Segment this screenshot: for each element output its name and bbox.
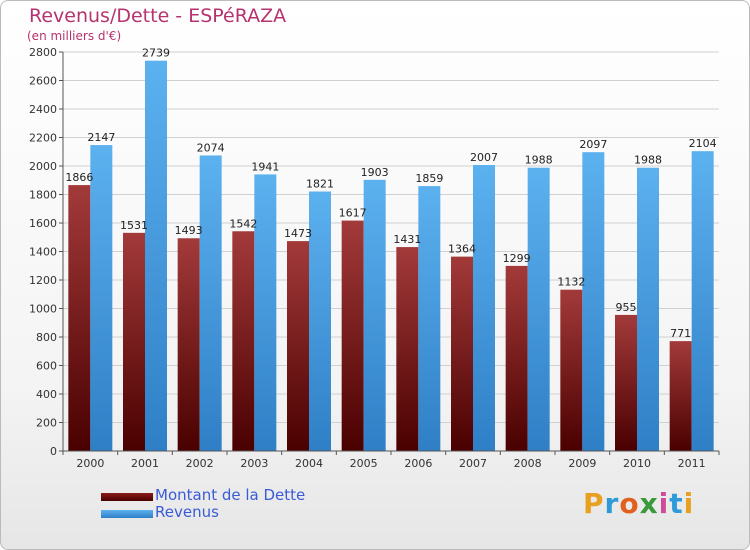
value-label-revenue: 1941	[251, 160, 279, 173]
y-tick-label: 1200	[29, 274, 57, 287]
value-label-revenue: 2147	[87, 131, 115, 144]
bar-revenue	[363, 179, 386, 451]
value-label-debt: 1617	[339, 207, 367, 220]
bar-revenue	[473, 165, 495, 451]
x-tick-label: 2011	[678, 457, 706, 470]
y-tick-label: 400	[36, 388, 57, 401]
y-tick-label: 2200	[29, 132, 57, 145]
logo-letter: o	[619, 487, 640, 520]
logo-letter: x	[639, 487, 659, 520]
value-label-debt: 1431	[393, 233, 421, 246]
legend-label-revenue: Revenus	[155, 503, 219, 521]
bar-debt	[287, 241, 309, 451]
y-tick-label: 0	[50, 445, 57, 458]
chart-title: Revenus/Dette - ESPéRAZA	[29, 5, 287, 27]
x-tick-label: 2003	[240, 457, 268, 470]
bars	[68, 60, 714, 452]
bar-debt	[669, 341, 692, 451]
bar-debt	[341, 220, 364, 451]
logo-letter: P	[583, 487, 605, 520]
bar-debt	[177, 238, 200, 451]
legend-swatch-revenue	[101, 510, 153, 518]
x-tick-label: 2006	[404, 457, 432, 470]
x-tick-label: 2007	[459, 457, 487, 470]
bar-debt	[451, 256, 473, 451]
logo-letter: t	[669, 487, 684, 520]
chart-subtitle: (en milliers d'€)	[27, 29, 122, 43]
bar-revenue	[637, 167, 659, 451]
value-label-revenue: 2097	[579, 138, 607, 151]
x-axis-ticks: 2000 2001 2002 2003 2004 2005 2006 2007 2008 2009…	[62, 451, 720, 470]
value-label-revenue: 1988	[525, 154, 553, 167]
value-label-revenue: 1988	[634, 154, 662, 167]
x-tick-label: 2005	[350, 457, 378, 470]
y-tick-label: 600	[36, 360, 57, 373]
x-tick-label: 2002	[186, 457, 214, 470]
bar-debt	[123, 232, 145, 451]
logo-letter: i	[658, 487, 670, 520]
bar-debt	[615, 314, 637, 451]
legend-label-debt: Montant de la Dette	[155, 486, 306, 504]
value-label-debt: 771	[670, 327, 691, 340]
value-labels: 1866 2147 1531 2739 1493 2074 1542 1941 1473 1821…	[65, 47, 716, 340]
y-tick-label: 200	[36, 417, 57, 430]
value-label-debt: 955	[616, 301, 637, 314]
y-tick-label: 2000	[29, 160, 57, 173]
y-tick-label: 800	[36, 331, 57, 344]
value-label-debt: 1132	[557, 276, 585, 289]
x-tick-label: 2010	[623, 457, 651, 470]
y-tick-label: 1400	[29, 246, 57, 259]
bar-revenue	[145, 60, 167, 451]
bar-revenue	[582, 152, 605, 452]
x-tick-label: 2001	[131, 457, 159, 470]
bar-revenue	[418, 186, 441, 451]
x-tick-label: 2004	[295, 457, 323, 470]
proxiti-logo: Proxiti	[583, 487, 694, 520]
bar-debt	[505, 265, 528, 451]
bar-revenue	[309, 191, 331, 451]
value-label-debt: 1364	[448, 243, 476, 256]
x-tick-label: 2008	[514, 457, 542, 470]
bar-revenue	[527, 167, 550, 451]
y-tick-label: 2800	[29, 46, 57, 59]
logo-letter: r	[604, 487, 620, 520]
grid-lines	[63, 51, 719, 452]
logo-letter: i	[683, 487, 695, 520]
y-tick-label: 1000	[29, 303, 57, 316]
value-label-debt: 1473	[284, 227, 312, 240]
value-label-revenue: 2739	[142, 47, 170, 60]
x-tick-label: 2009	[568, 457, 596, 470]
bar-debt	[560, 289, 583, 451]
y-tick-label: 1800	[29, 189, 57, 202]
bar-revenue	[199, 155, 222, 451]
y-axis-ticks: 0 200 400 600 800 1000 1200 1400 1600 1800 2000 220…	[29, 46, 63, 458]
value-label-revenue: 2007	[470, 151, 498, 164]
bar-revenue	[90, 145, 113, 452]
value-label-revenue: 1859	[415, 172, 443, 185]
value-label-debt: 1299	[503, 252, 531, 265]
bar-debt	[232, 231, 255, 451]
value-label-debt: 1493	[175, 224, 203, 237]
value-label-debt: 1866	[65, 171, 93, 184]
y-tick-label: 1600	[29, 217, 57, 230]
bar-debt	[396, 247, 419, 451]
legend-swatch-debt	[101, 493, 153, 501]
value-label-debt: 1542	[229, 217, 257, 230]
value-label-revenue: 2074	[197, 141, 225, 154]
bar-revenue	[254, 174, 277, 451]
value-label-revenue: 1821	[306, 178, 334, 191]
value-label-revenue: 1903	[361, 166, 389, 179]
bar-debt	[68, 185, 91, 451]
bar-revenue	[691, 151, 714, 451]
x-tick-label: 2000	[76, 457, 104, 470]
y-tick-label: 2400	[29, 103, 57, 116]
value-label-debt: 1531	[120, 219, 148, 232]
y-tick-label: 2600	[29, 75, 57, 88]
value-label-revenue: 2104	[689, 137, 717, 150]
